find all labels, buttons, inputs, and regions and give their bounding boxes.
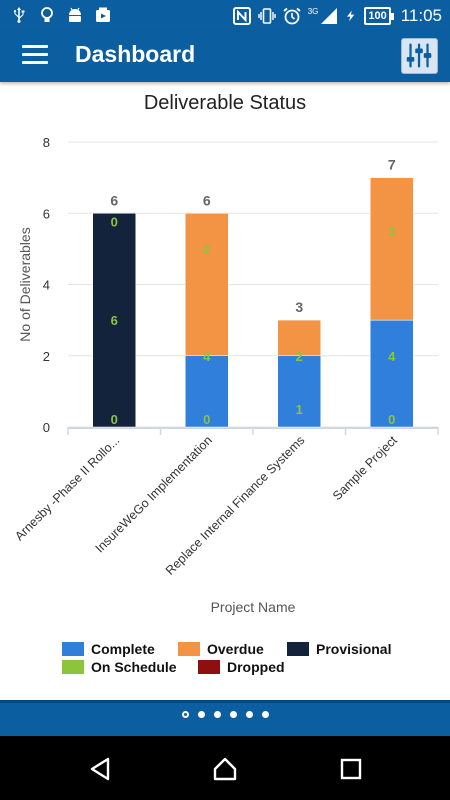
bar-segment-overdue <box>185 213 229 356</box>
y-tick-label: 6 <box>43 206 50 221</box>
bar-segment-label: 2 <box>203 242 210 257</box>
page-dot[interactable] <box>245 711 253 718</box>
legend-swatch <box>198 660 220 674</box>
charging-icon <box>347 10 355 22</box>
hamburger-menu-icon[interactable] <box>22 45 48 69</box>
network-type-label: 3G <box>307 6 319 16</box>
page-dot[interactable] <box>181 711 189 718</box>
bar-segment-label: 0 <box>388 412 395 427</box>
app-bar: Dashboard <box>0 32 450 82</box>
bar-segment-label: 4 <box>203 349 211 364</box>
x-tick-label: Sample Project <box>330 433 400 503</box>
legend-swatch <box>62 660 84 674</box>
bar-total-label: 6 <box>110 192 118 208</box>
bar-segment-complete <box>185 355 229 428</box>
bar-segment-provisional <box>92 213 136 428</box>
sliders-icon <box>406 43 432 68</box>
bar-segment-complete <box>277 355 321 428</box>
legend-item[interactable]: On Schedule <box>62 659 177 675</box>
bar-segment-overdue <box>277 319 321 356</box>
bar-total-label: 6 <box>203 192 211 208</box>
filter-button[interactable] <box>401 38 438 74</box>
system-navigation-bar <box>0 736 450 800</box>
video-icon <box>96 7 110 22</box>
pager-bar <box>0 700 450 736</box>
nfc-icon <box>232 7 251 25</box>
y-axis-title: No of Deliverables <box>17 227 33 341</box>
y-tick-label: 2 <box>43 349 50 364</box>
android-icon <box>69 7 81 22</box>
legend-item[interactable]: Provisional <box>287 641 391 657</box>
system-icons: 3G 100 11:05 <box>232 6 442 26</box>
recents-square-icon[interactable] <box>338 756 364 782</box>
bar-segment-label: 3 <box>388 224 395 239</box>
x-axis-title: Project Name <box>211 599 296 615</box>
battery-icon: 100 <box>364 7 394 25</box>
bar-segment-label: 2 <box>296 349 303 364</box>
legend-label: Complete <box>91 641 155 657</box>
home-icon[interactable] <box>212 756 238 782</box>
y-tick-label: 4 <box>43 278 50 293</box>
battery-level: 100 <box>364 7 391 25</box>
bar-segment-label: 6 <box>111 313 118 328</box>
page-dot[interactable] <box>229 711 237 718</box>
y-tick-label: 8 <box>43 135 50 150</box>
usb-icon <box>13 7 25 23</box>
page-title: Dashboard <box>75 41 196 67</box>
notification-icons <box>10 6 112 24</box>
legend-swatch <box>62 642 84 656</box>
y-tick-label: 0 <box>43 420 50 435</box>
legend-item[interactable]: Complete <box>62 641 155 657</box>
x-tick-label: Arnesby -Phase II Rollo... <box>12 433 122 543</box>
bar-total-label: 3 <box>295 299 303 315</box>
bar-segment-complete <box>370 319 414 428</box>
legend-label: Dropped <box>227 659 285 675</box>
signal-icon <box>321 8 338 24</box>
bar-segment-overdue <box>370 177 414 321</box>
bar-segment-label: 0 <box>111 214 118 229</box>
bar-total-label: 7 <box>388 157 396 173</box>
bar-segment-label: 0 <box>203 412 210 427</box>
page-dot[interactable] <box>213 711 221 718</box>
deliverable-status-chart: Deliverable Status 0 2 4 6 8 6 0 6 0 Arnesby -Pha… <box>0 82 450 700</box>
status-bar: 3G 100 11:05 <box>0 0 450 32</box>
legend-label: Provisional <box>316 641 392 657</box>
legend-swatch <box>178 642 200 656</box>
legend-label: Overdue <box>207 641 264 657</box>
page-dot[interactable] <box>197 711 205 718</box>
page-indicator <box>0 711 450 718</box>
legend-swatch <box>287 642 309 656</box>
alarm-icon <box>283 7 301 25</box>
legend-item[interactable]: Dropped <box>198 659 285 675</box>
legend-label: On Schedule <box>91 659 177 675</box>
clock: 11:05 <box>400 6 442 25</box>
back-triangle-icon[interactable] <box>88 756 114 782</box>
lightbulb-icon <box>41 7 53 22</box>
page-dot[interactable] <box>261 711 269 718</box>
bar-segment-label: 4 <box>388 349 396 364</box>
vibrate-icon <box>257 8 276 24</box>
bar-segment-label: 0 <box>111 412 118 427</box>
chart-title: Deliverable Status <box>143 92 307 114</box>
legend-item[interactable]: Overdue <box>178 641 264 657</box>
bar-segment-label: 1 <box>296 402 303 417</box>
